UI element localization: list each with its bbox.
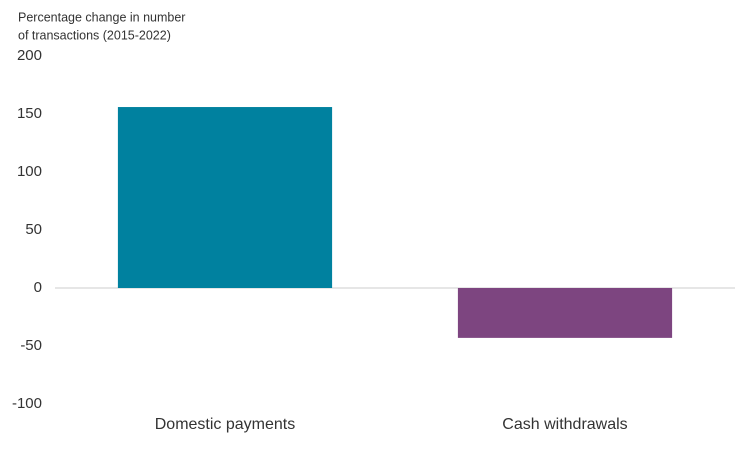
bar	[117, 107, 333, 288]
y-tick-label: 0	[34, 279, 42, 296]
y-tick-label: 150	[17, 105, 42, 122]
y-tick-label: 200	[17, 47, 42, 64]
y-axis-label: Percentage change in number	[18, 10, 185, 24]
y-axis-label: of transactions (2015-2022)	[18, 28, 171, 42]
y-tick-label: -100	[12, 395, 42, 412]
bar	[457, 288, 673, 338]
y-tick-label: 100	[17, 163, 42, 180]
x-tick-label: Cash withdrawals	[502, 416, 627, 433]
x-tick-label: Domestic payments	[155, 416, 296, 433]
y-tick-label: -50	[20, 337, 42, 354]
y-tick-label: 50	[25, 221, 42, 238]
